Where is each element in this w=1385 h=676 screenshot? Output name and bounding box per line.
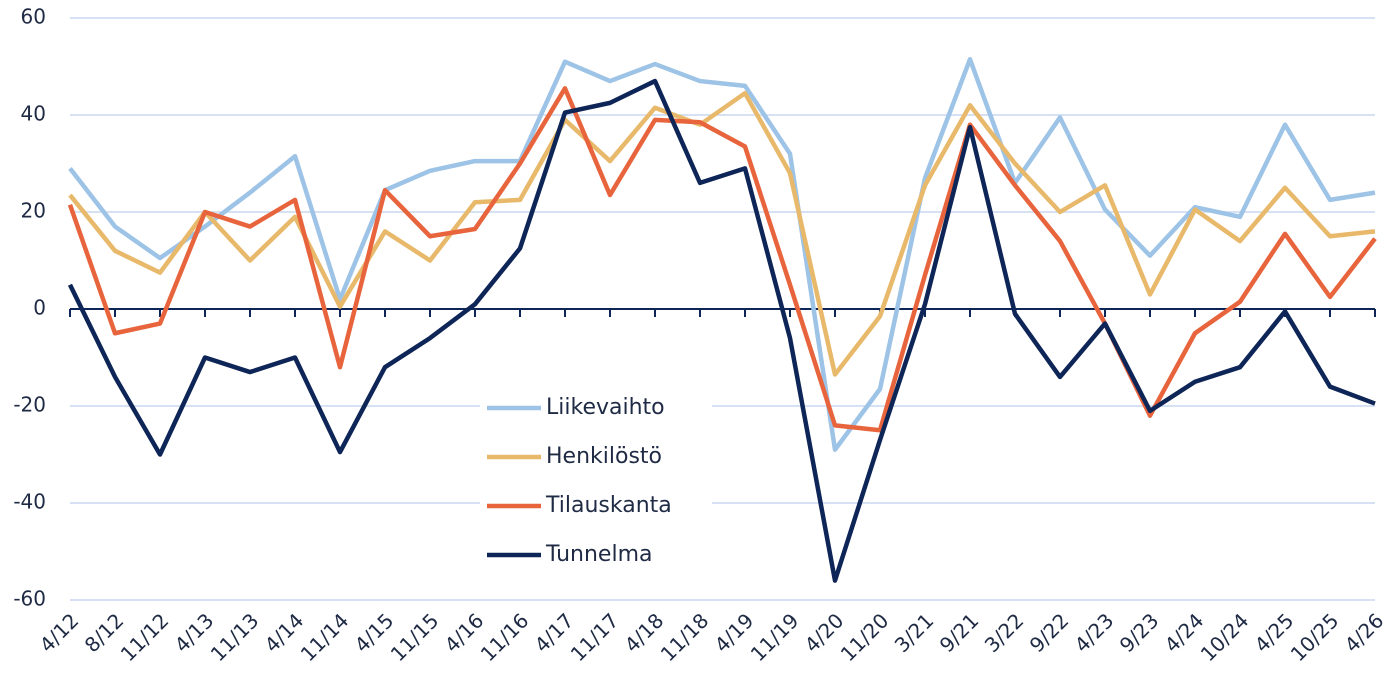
- x-tick-label: 11/16: [476, 608, 534, 666]
- y-tick-label: -40: [13, 490, 46, 514]
- x-tick-label: 11/17: [566, 608, 624, 666]
- x-tick-label: 4/26: [1340, 608, 1385, 657]
- line-series: [68, 90, 1376, 377]
- y-tick-label: 40: [21, 102, 46, 126]
- x-tick-label: 10/25: [1286, 608, 1344, 666]
- y-tick-label: 20: [21, 199, 46, 223]
- legend-label: Liikevaihto: [546, 395, 665, 420]
- legend-box: [480, 382, 712, 578]
- x-tick-label: 10/24: [1196, 608, 1254, 666]
- line-series: [67, 86, 1377, 433]
- y-tick-label: -60: [13, 587, 46, 611]
- y-tick-label: 0: [33, 296, 46, 320]
- y-tick-label: 60: [21, 5, 46, 29]
- x-tick-label: 11/19: [746, 608, 804, 666]
- line-series: [67, 78, 1376, 583]
- x-tick-label: 11/14: [296, 608, 354, 666]
- x-tick-label: 11/15: [386, 608, 444, 666]
- x-tick-label: 4/23: [1070, 608, 1119, 657]
- x-tick-label: 3/21: [890, 608, 939, 657]
- x-tick-label: 4/12: [35, 608, 84, 657]
- legend-label: Tunnelma: [545, 542, 653, 567]
- x-tick-label: 11/20: [836, 608, 894, 666]
- x-tick-label: 11/18: [656, 608, 714, 666]
- line-series: [68, 56, 1376, 452]
- y-tick-label: -20: [13, 393, 46, 417]
- x-tick-label: 9/22: [1025, 608, 1074, 657]
- x-tick-label: 9/21: [935, 608, 984, 657]
- legend-label: Henkilöstö: [546, 444, 662, 469]
- x-tick-label: 9/23: [1115, 608, 1164, 657]
- legend-label: Tilauskanta: [545, 493, 672, 518]
- x-tick-label: 3/22: [980, 608, 1029, 657]
- x-tick-label: 11/13: [206, 608, 264, 666]
- x-tick-label: 11/12: [116, 608, 174, 666]
